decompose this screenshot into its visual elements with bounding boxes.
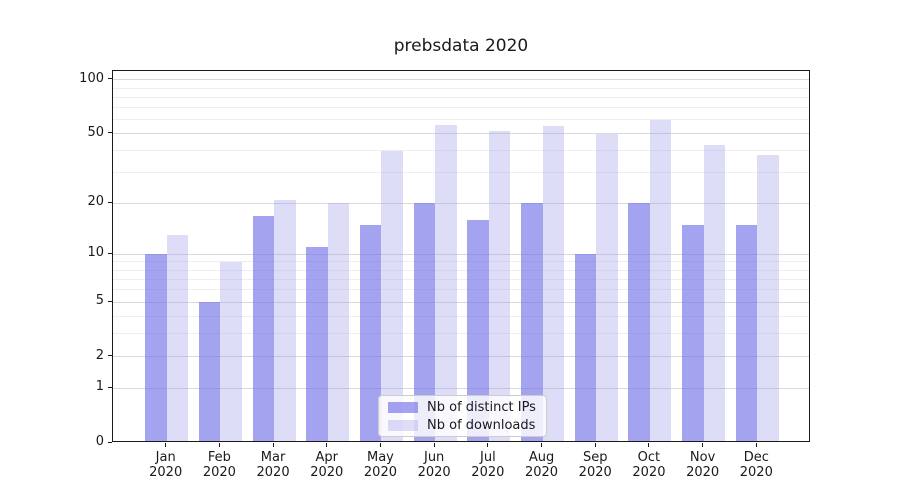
- x-tick-mark: [272, 443, 274, 447]
- legend-label-downloads: Nb of downloads: [427, 417, 536, 433]
- gridline-minor: [113, 96, 809, 98]
- y-tick-label: 0: [95, 434, 104, 449]
- gridline-minor: [113, 289, 809, 291]
- bar-aug-distinct-ips: [521, 203, 543, 441]
- gridline-minor: [113, 150, 809, 152]
- gridline-major: [113, 356, 809, 358]
- bar-jun-downloads: [435, 124, 457, 441]
- x-tick-mark: [379, 443, 381, 447]
- plot-area: [112, 70, 810, 442]
- x-tick-label: Dec 2020: [739, 450, 773, 480]
- x-tick-label: Jan 2020: [149, 450, 183, 480]
- x-tick-label: Jul 2020: [471, 450, 505, 480]
- gridline-minor: [113, 315, 809, 317]
- x-tick-mark: [487, 443, 489, 447]
- gridline-minor: [113, 333, 809, 335]
- bar-jan-downloads: [166, 235, 189, 441]
- bar-feb-distinct-ips: [198, 302, 221, 441]
- y-tick-mark: [108, 386, 112, 388]
- x-tick-mark: [702, 443, 704, 447]
- legend-label-distinct-ips: Nb of distinct IPs: [427, 399, 536, 415]
- x-tick-label: Nov 2020: [686, 450, 720, 480]
- x-tick-label: Apr 2020: [310, 450, 344, 480]
- y-tick-mark: [108, 441, 112, 443]
- y-tick-mark: [108, 201, 112, 203]
- gridline-major: [113, 79, 809, 81]
- x-tick-label: Mar 2020: [256, 450, 290, 480]
- x-tick-mark: [326, 443, 328, 447]
- bar-may-distinct-ips: [359, 224, 382, 441]
- legend-item-downloads: Nb of downloads: [387, 418, 538, 433]
- x-tick-mark: [218, 443, 220, 447]
- gridline-minor: [113, 87, 809, 89]
- y-tick-mark: [108, 132, 112, 134]
- x-tick-label: Jun 2020: [417, 450, 451, 480]
- gridline-minor: [113, 278, 809, 280]
- x-tick-label: May 2020: [363, 450, 397, 480]
- x-tick-mark: [541, 443, 543, 447]
- bar-nov-distinct-ips: [682, 224, 704, 441]
- bar-sep-downloads: [596, 133, 618, 441]
- y-tick-label: 50: [87, 124, 104, 140]
- x-tick-mark: [648, 443, 650, 447]
- gridline-major: [113, 301, 809, 303]
- legend: Nb of distinct IPs Nb of downloads: [378, 395, 547, 437]
- x-tick-mark: [755, 443, 757, 447]
- gridline-minor: [113, 107, 809, 109]
- y-tick-label: 10: [87, 245, 104, 261]
- bar-oct-downloads: [649, 119, 672, 441]
- y-tick-mark: [108, 300, 112, 302]
- bar-feb-downloads: [220, 261, 242, 441]
- bar-nov-downloads: [703, 145, 726, 441]
- gridline-major: [113, 133, 809, 135]
- gridline-minor: [113, 119, 809, 120]
- y-tick-label: 20: [87, 194, 104, 210]
- legend-swatch-distinct-ips: [388, 401, 418, 413]
- y-tick-mark: [108, 78, 112, 80]
- gridline-major: [113, 253, 809, 255]
- gridline-major: [113, 202, 809, 204]
- gridline-minor: [113, 269, 809, 271]
- y-tick-label: 1: [95, 379, 104, 395]
- bar-apr-distinct-ips: [306, 247, 328, 441]
- y-tick-label: 2: [95, 347, 104, 363]
- gridline-major: [113, 387, 809, 389]
- x-tick-label: Oct 2020: [632, 450, 666, 480]
- bar-jan-distinct-ips: [145, 254, 167, 441]
- bar-dec-distinct-ips: [735, 224, 758, 441]
- x-tick-label: Sep 2020: [578, 450, 612, 480]
- gridline-minor: [113, 172, 809, 174]
- bar-oct-distinct-ips: [628, 203, 650, 441]
- y-tick-label: 100: [79, 70, 104, 86]
- legend-swatch-downloads: [388, 419, 418, 431]
- y-tick-label: 5: [95, 293, 104, 308]
- x-tick-mark: [165, 443, 167, 447]
- y-tick-mark: [108, 355, 112, 357]
- bar-jun-distinct-ips: [413, 203, 436, 441]
- bar-jul-downloads: [488, 130, 511, 441]
- legend-item-distinct-ips: Nb of distinct IPs: [387, 400, 538, 415]
- gridline-minor: [113, 261, 809, 263]
- bar-mar-downloads: [274, 199, 296, 441]
- x-tick-label: Feb 2020: [202, 450, 236, 480]
- bar-aug-downloads: [542, 126, 565, 441]
- y-tick-mark: [108, 252, 112, 254]
- bar-jul-distinct-ips: [467, 220, 489, 441]
- x-tick-mark: [433, 443, 435, 447]
- x-tick-mark: [594, 443, 596, 447]
- bar-dec-downloads: [757, 154, 779, 441]
- bar-may-downloads: [381, 150, 403, 441]
- x-tick-label: Aug 2020: [524, 450, 559, 480]
- chart-title: prebsdata 2020: [393, 36, 529, 56]
- bar-apr-downloads: [327, 203, 350, 441]
- bar-sep-distinct-ips: [574, 254, 597, 441]
- bar-mar-distinct-ips: [252, 215, 275, 441]
